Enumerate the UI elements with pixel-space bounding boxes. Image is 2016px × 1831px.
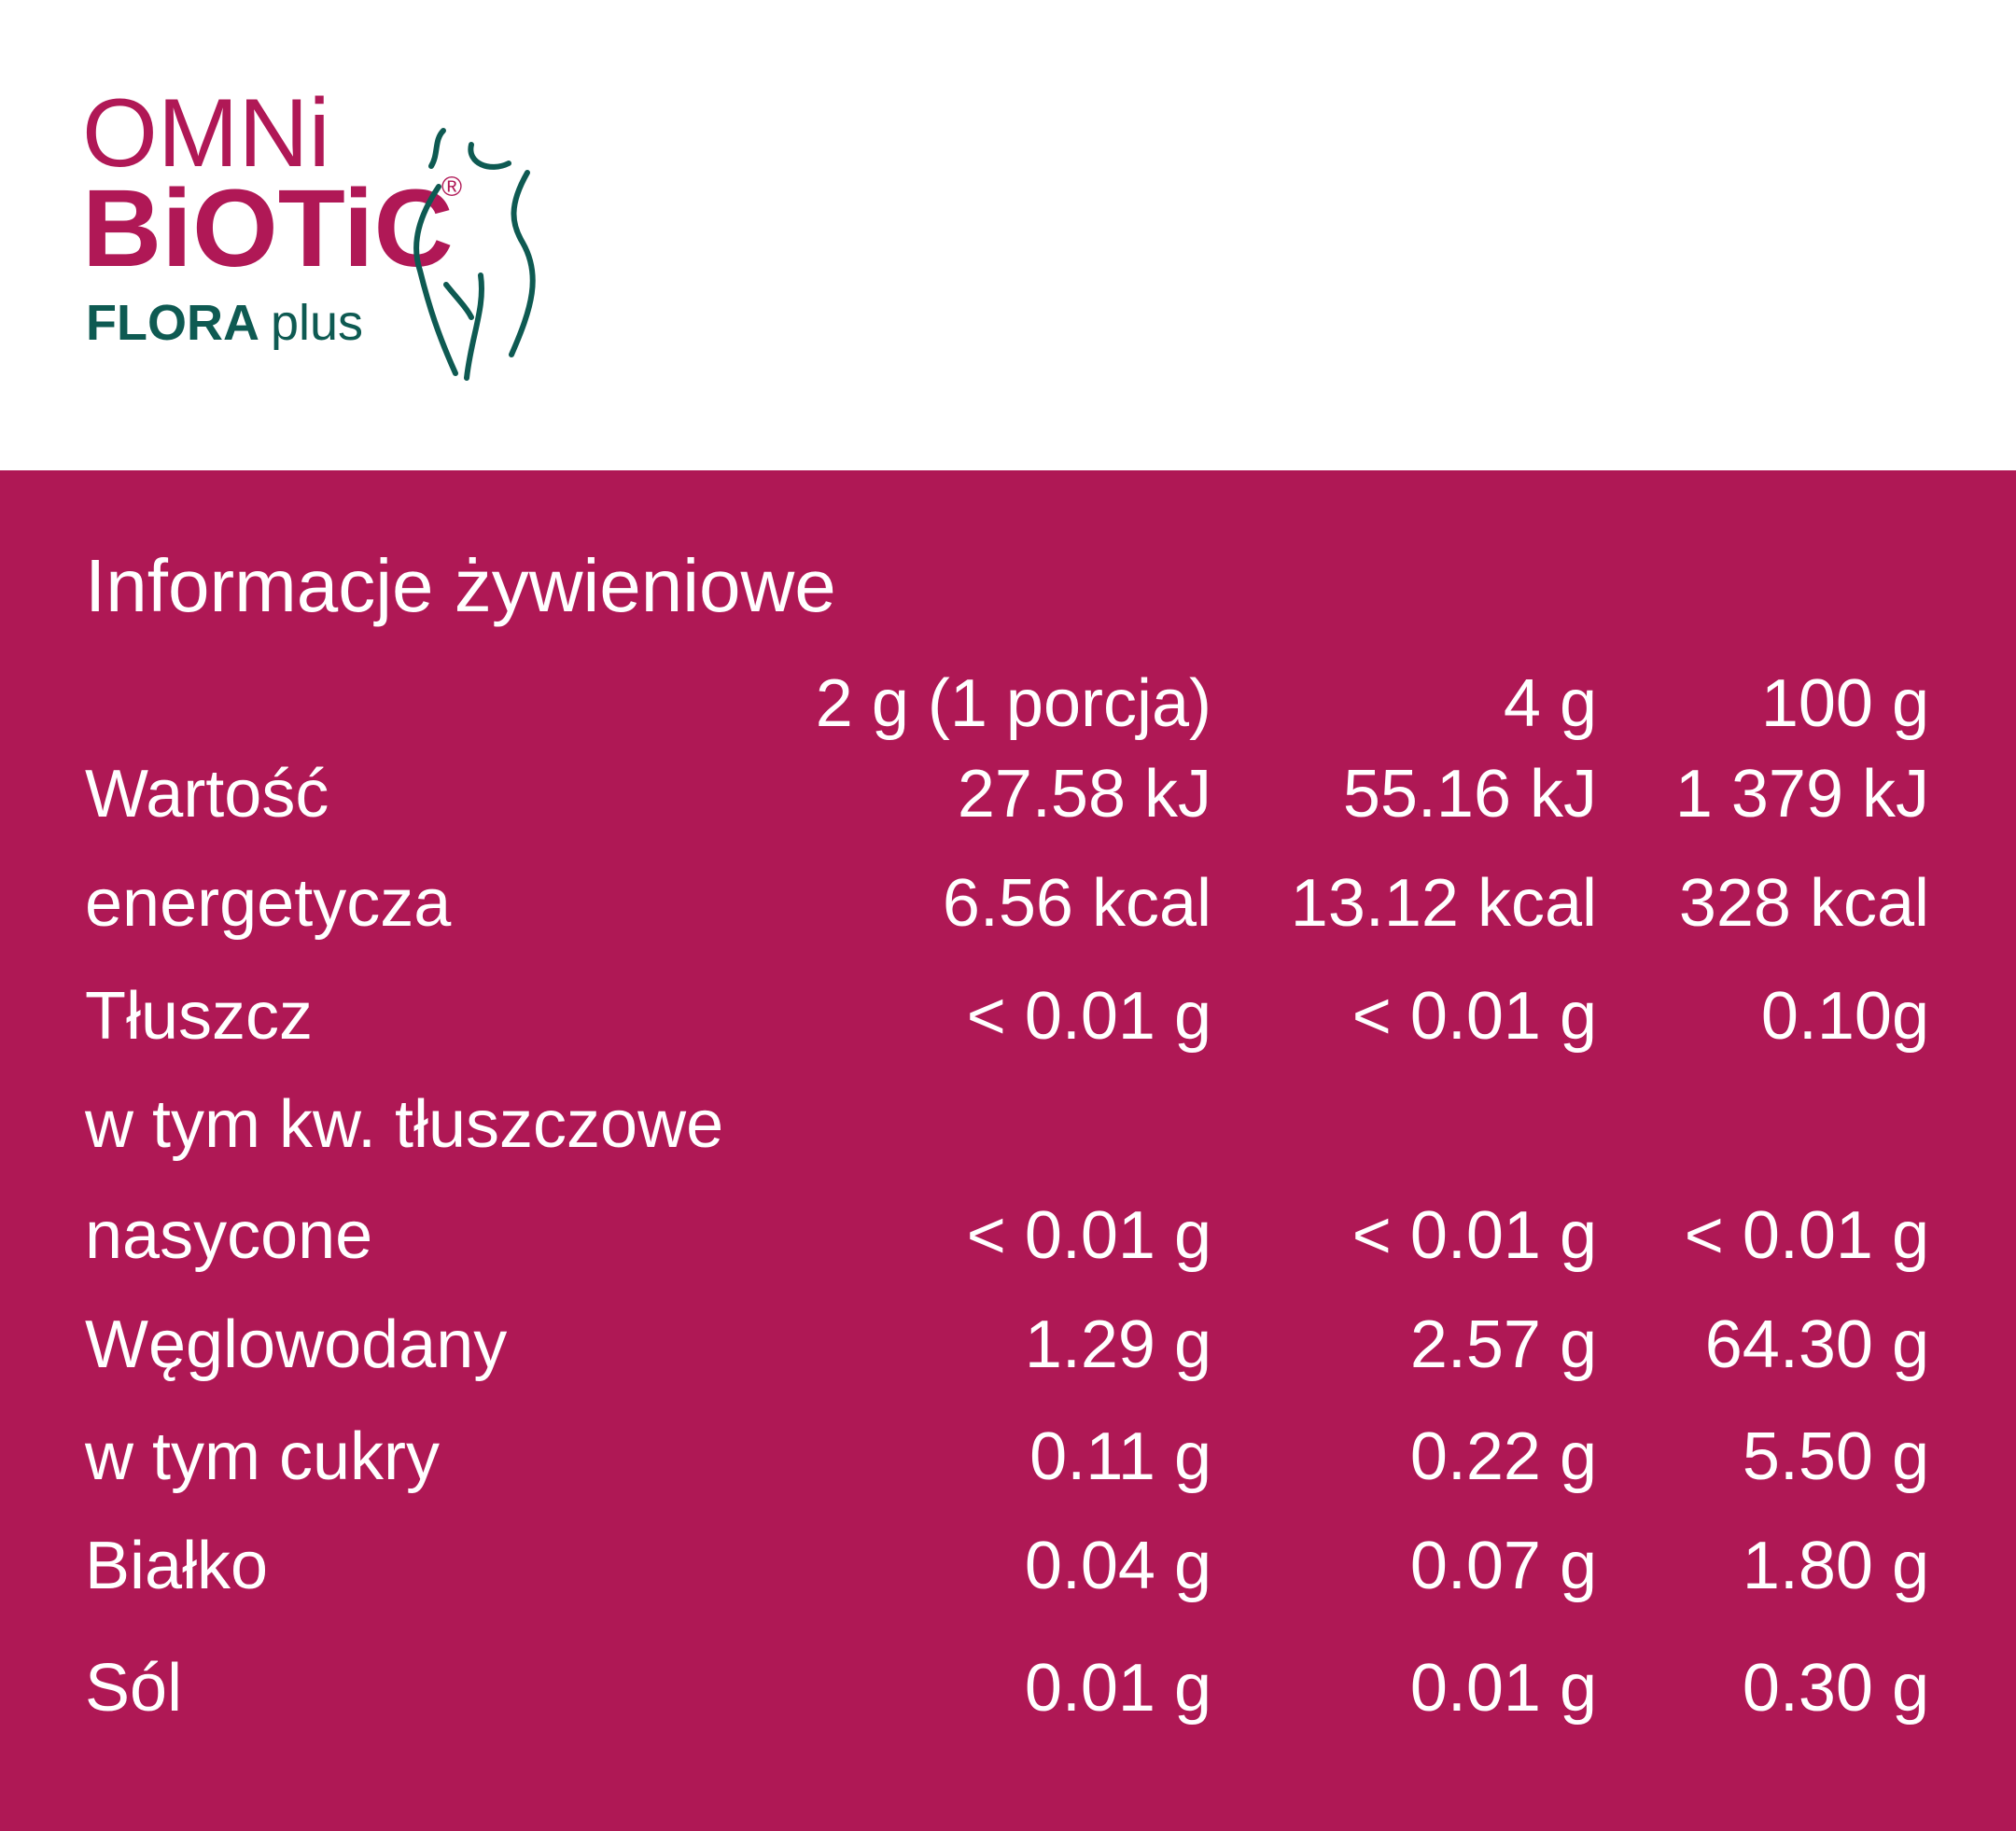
panel-bg — [0, 470, 2016, 1831]
cell-value: 6.56 kcal — [943, 866, 1211, 941]
cell-value: < 0.01 g — [1352, 979, 1597, 1054]
cell-value: 328 kcal — [1679, 866, 1929, 941]
row-label: w tym kw. tłuszczowe — [84, 1087, 723, 1162]
cell-value: 0.01 g — [1025, 1651, 1211, 1726]
logo-registered: ® — [441, 172, 462, 203]
cell-value: 1.29 g — [1025, 1307, 1211, 1382]
cell-value: 0.11 g — [1029, 1419, 1211, 1494]
column-header: 2 g (1 porcja) — [816, 666, 1211, 741]
cell-value: 0.22 g — [1410, 1419, 1597, 1494]
column-header: 4 g — [1504, 666, 1597, 741]
logo-line1: OMNi — [82, 79, 330, 188]
title: Informacje żywieniowe — [85, 544, 836, 627]
cell-value: 27.58 kJ — [958, 757, 1211, 832]
cell-value: 0.10g — [1761, 979, 1929, 1054]
cell-value: 13.12 kcal — [1291, 866, 1597, 941]
cell-value: 1.80 g — [1743, 1529, 1929, 1603]
cell-value: < 0.01 g — [1685, 1198, 1929, 1273]
row-label: Sól — [85, 1651, 182, 1726]
cell-value: < 0.01 g — [1352, 1198, 1597, 1273]
logo: OMNi BiOTiC ® FLORA plus — [82, 79, 536, 381]
row-label: Węglowodany — [85, 1307, 507, 1382]
row-label: energetycza — [85, 866, 452, 941]
cell-value: 0.01 g — [1410, 1651, 1597, 1726]
logo-line2: BiOTiC — [82, 167, 454, 290]
cell-value: 0.07 g — [1410, 1529, 1597, 1603]
cell-value: 64.30 g — [1705, 1307, 1929, 1382]
cell-value: 1 379 kJ — [1675, 757, 1929, 832]
row-label: Białko — [85, 1529, 268, 1603]
column-header: 100 g — [1761, 666, 1929, 741]
row-label: nasycone — [85, 1198, 372, 1273]
cell-value: 2.57 g — [1410, 1307, 1597, 1382]
row-label: Tłuszcz — [85, 979, 313, 1054]
cell-value: < 0.01 g — [967, 979, 1211, 1054]
nutrition-table: 2 g (1 porcja) 4 g 100 g Wartość 27.58 kJ 55.… — [84, 666, 1929, 1726]
logo-line3-bold: FLORA — [86, 295, 259, 351]
logo-line3: plus — [271, 295, 363, 351]
row-label: Wartość — [85, 757, 329, 832]
header-bg — [0, 0, 2016, 470]
cell-value: 55.16 kJ — [1343, 757, 1597, 832]
row-label: w tym cukry — [84, 1419, 440, 1494]
cell-value: 0.30 g — [1743, 1651, 1929, 1726]
cell-value: 5.50 g — [1743, 1419, 1929, 1494]
cell-value: 0.04 g — [1025, 1529, 1211, 1603]
cell-value: < 0.01 g — [967, 1198, 1211, 1273]
logo-figure — [413, 128, 536, 381]
